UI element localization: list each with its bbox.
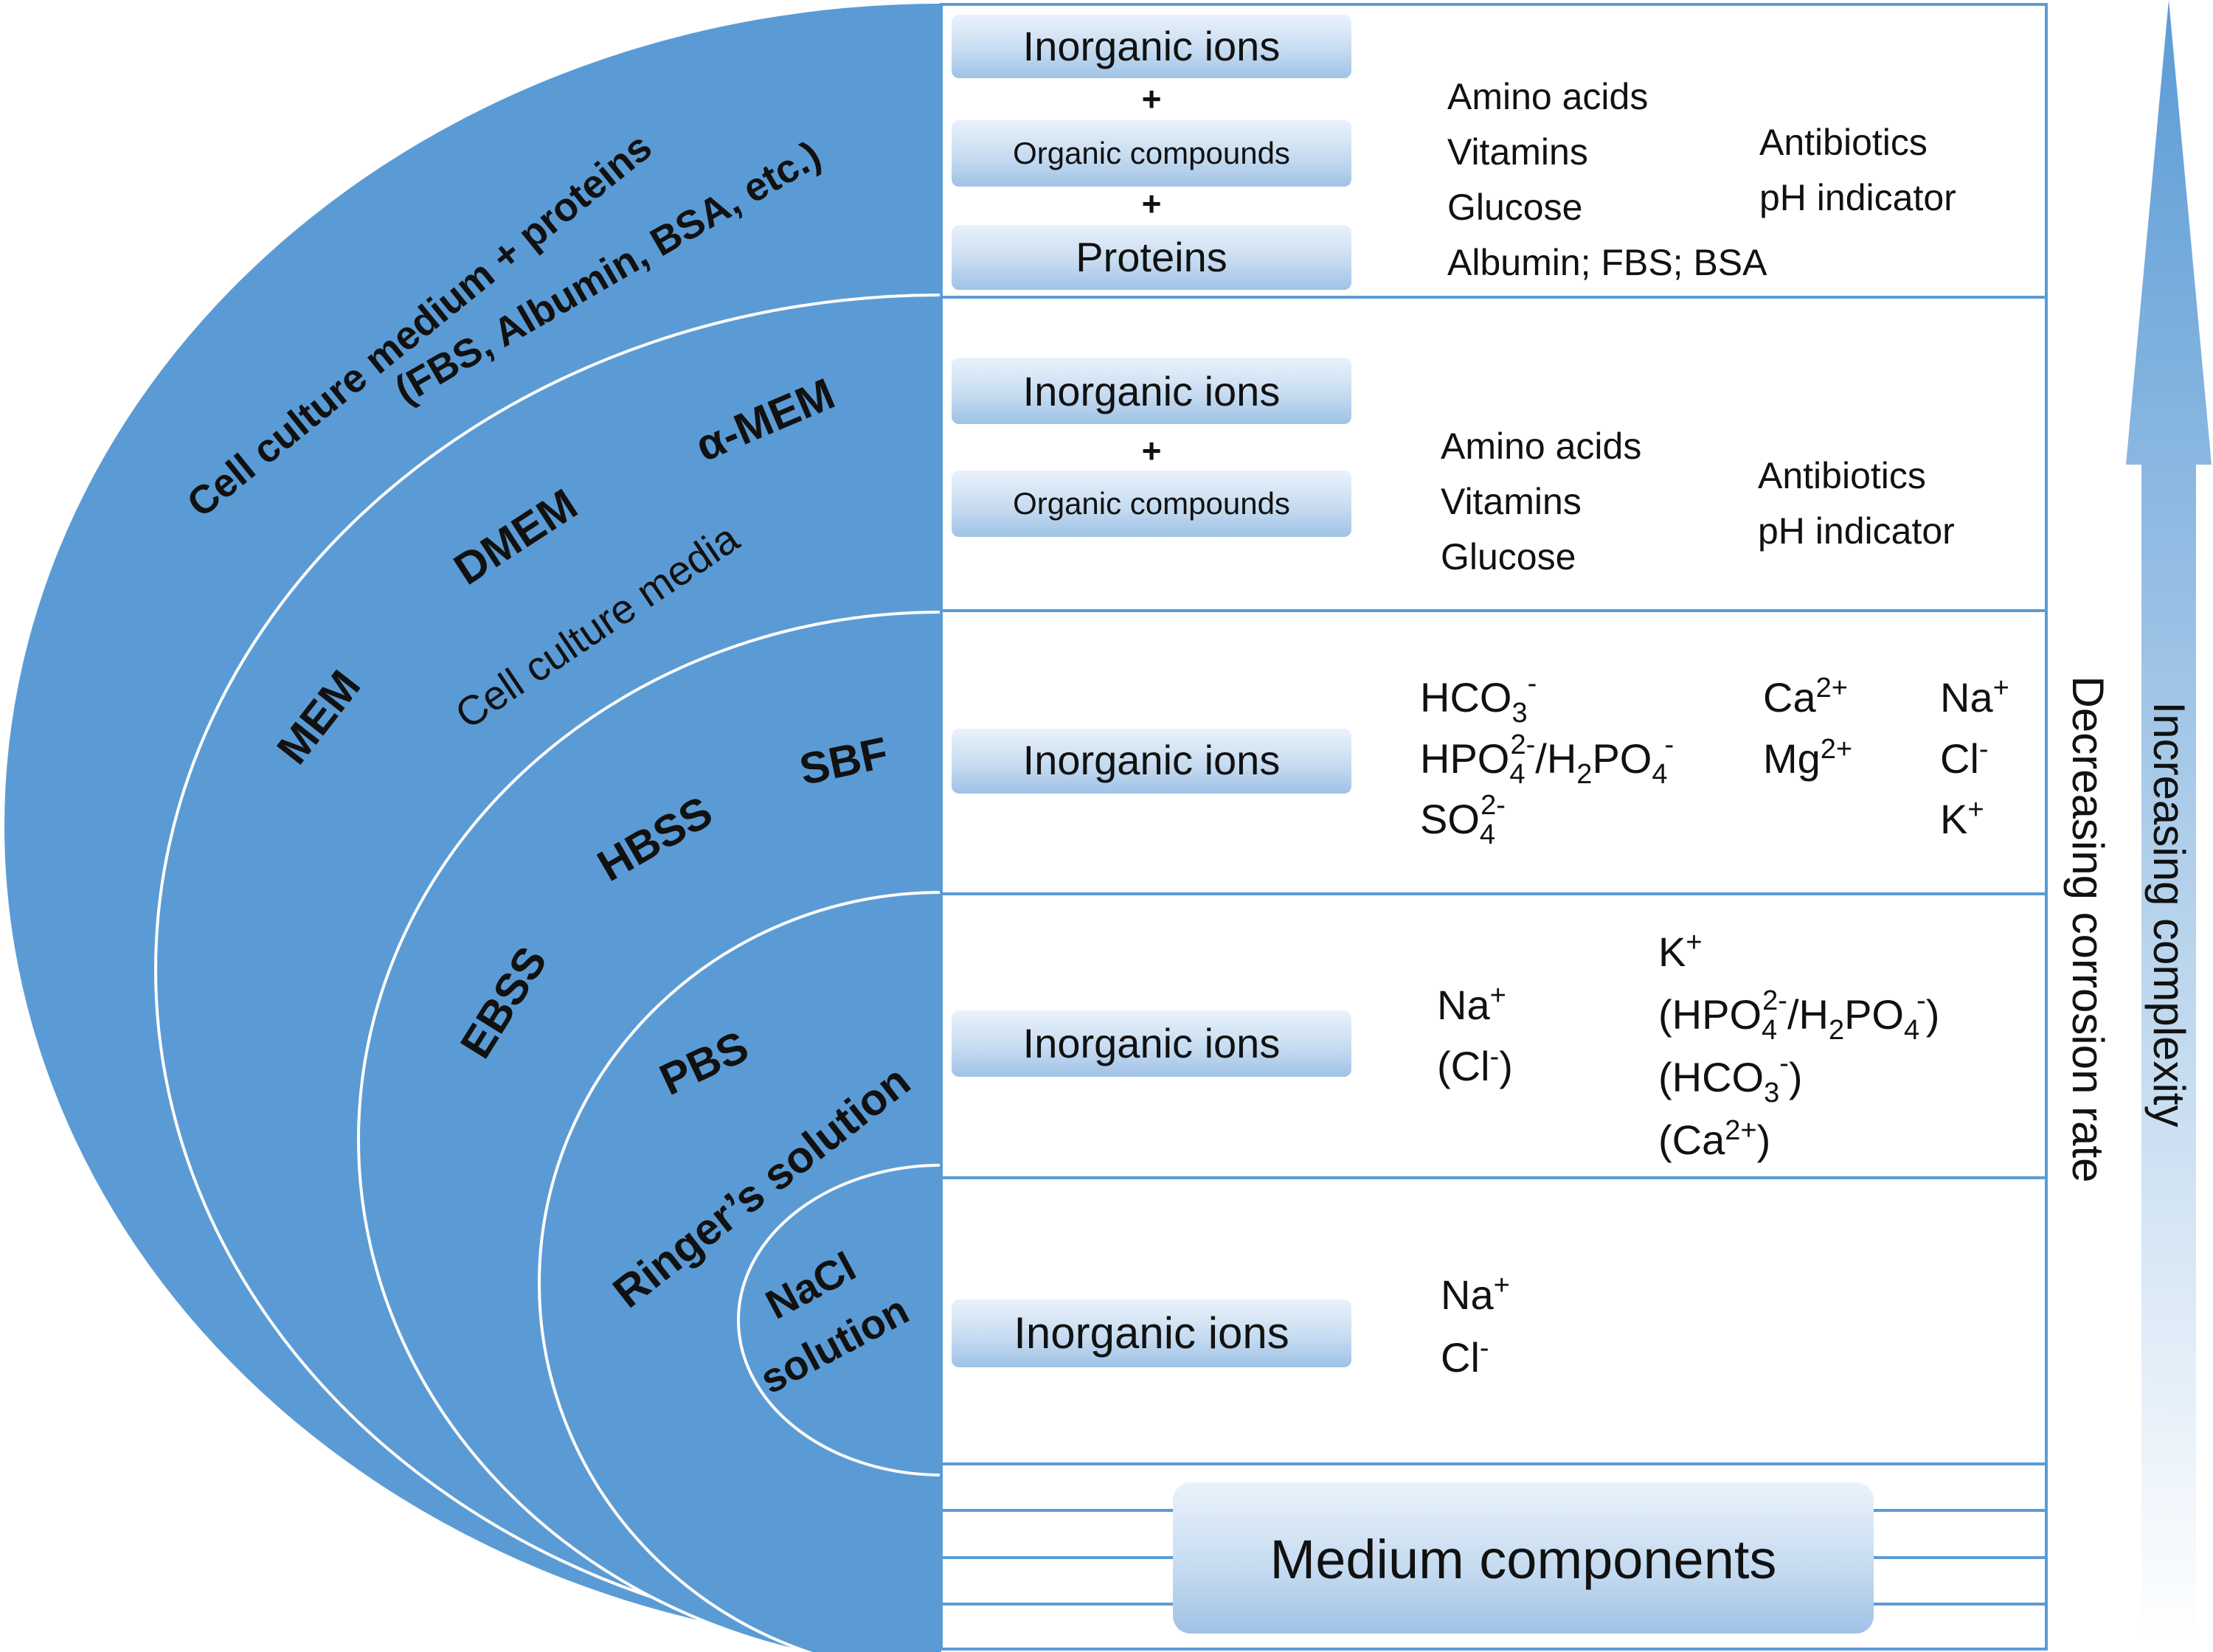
ring-pbs-ringers xyxy=(538,891,941,1652)
ion-list: Na+ Cl- xyxy=(1441,1270,1510,1381)
pill-inorganic-ions-text: Inorganic ions xyxy=(1023,368,1281,414)
ion-calcium: (Ca2+) xyxy=(1658,1115,1770,1163)
organic-list: Amino acids Vitamins Glucose xyxy=(1441,426,1641,577)
additive-list: Antibiotics pH indicator xyxy=(1758,455,1955,552)
organic-list: Amino acids Vitamins Glucose Albumin; FB… xyxy=(1447,76,1767,283)
up-arrow-icon xyxy=(2126,0,2212,1645)
divalent-cation-list: Ca2+ Mg2+ xyxy=(1763,673,1852,782)
pill-proteins xyxy=(952,225,1351,290)
pill-organic-compounds xyxy=(952,120,1351,187)
pill-inorganic-ions xyxy=(952,15,1351,78)
ion-magnesium: Mg2+ xyxy=(1763,734,1852,782)
list-item: pH indicator xyxy=(1759,177,1956,218)
list-item: Amino acids xyxy=(1441,426,1641,467)
list-item: Vitamins xyxy=(1441,481,1582,522)
pill-inorganic-ions-text: Inorganic ions xyxy=(1014,1308,1289,1358)
list-item: Glucose xyxy=(1441,536,1576,577)
ring-diagram xyxy=(4,4,941,1652)
ion-potassium: K+ xyxy=(1940,794,1984,842)
ion-bicarbonate: (HCO3-) xyxy=(1658,1048,1803,1108)
list-item: Amino acids xyxy=(1447,76,1648,117)
ion-sodium: Na+ xyxy=(1441,1270,1510,1318)
list-item: Antibiotics xyxy=(1759,122,1928,163)
row-nacl: Inorganic ions Na+ Cl- xyxy=(952,1270,1510,1381)
optional-ion-list: K+ (HPO42-/H2PO4-) (HCO3-) (Ca2+) xyxy=(1658,927,1939,1163)
pill-inorganic-ions-text: Inorganic ions xyxy=(1023,737,1281,783)
row-pbs-ringers: Inorganic ions Na+ (Cl-) K+ (HPO42-/H2PO… xyxy=(952,927,1939,1163)
list-item: Albumin; FBS; BSA xyxy=(1447,242,1767,283)
additive-list: Antibiotics pH indicator xyxy=(1759,122,1956,218)
list-item: Vitamins xyxy=(1447,131,1588,173)
plus-sign: + xyxy=(1142,184,1162,223)
ion-calcium: Ca2+ xyxy=(1763,673,1848,721)
pill-inorganic-ions-text: Inorganic ions xyxy=(1023,1020,1281,1066)
anion-list: HCO3- HPO42-/H2PO4- SO42- xyxy=(1420,668,1674,850)
plus-sign: + xyxy=(1142,80,1162,118)
ring-nacl xyxy=(737,1164,941,1476)
label-decreasing-corrosion-rate: Decreasing corrosion rate xyxy=(2063,676,2113,1183)
ion-sodium: Na+ xyxy=(1437,980,1506,1028)
medium-components-label: Medium components xyxy=(1270,1529,1777,1590)
ion-potassium: K+ xyxy=(1658,927,1703,975)
ion-sulfate: SO42- xyxy=(1420,790,1506,850)
row-cell-culture-proteins: Inorganic ions + Organic compounds + Pro… xyxy=(952,15,1956,290)
pill-organic-compounds-text: Organic compounds xyxy=(1013,136,1290,170)
list-item: Glucose xyxy=(1447,187,1582,228)
pill-inorganic-ions xyxy=(952,1010,1351,1077)
plus-sign: + xyxy=(1142,431,1162,470)
pill-organic-compounds xyxy=(952,471,1351,537)
pill-inorganic-ions xyxy=(952,358,1351,424)
list-item: pH indicator xyxy=(1758,510,1955,552)
ion-chloride: Cl- xyxy=(1940,734,1989,782)
row-balanced-salts: Inorganic ions HCO3- HPO42-/H2PO4- SO42-… xyxy=(952,668,2009,850)
ion-chloride: (Cl-) xyxy=(1437,1041,1513,1089)
ion-phosphate: HPO42-/H2PO4- xyxy=(1420,729,1674,790)
ion-phosphate: (HPO42-/H2PO4-) xyxy=(1658,985,1939,1046)
pill-proteins-text: Proteins xyxy=(1076,234,1227,280)
primary-ion-list: Na+ (Cl-) xyxy=(1437,980,1513,1089)
pill-inorganic-ions xyxy=(952,729,1351,794)
pill-organic-compounds-text: Organic compounds xyxy=(1013,486,1290,521)
label-increasing-complexity: Increasing complexity xyxy=(2144,702,2194,1128)
row-cell-culture-media: Inorganic ions + Organic compounds Amino… xyxy=(952,358,1955,577)
ion-chloride: Cl- xyxy=(1441,1333,1489,1381)
ion-bicarbonate: HCO3- xyxy=(1420,668,1537,729)
ion-sodium: Na+ xyxy=(1940,673,2009,721)
monovalent-ion-list: Na+ Cl- K+ xyxy=(1940,673,2009,842)
medium-components-box xyxy=(1173,1482,1874,1634)
complexity-arrow xyxy=(2126,0,2212,1645)
pill-inorganic-ions xyxy=(952,1299,1351,1367)
footer: Medium components xyxy=(1173,1482,1874,1634)
list-item: Antibiotics xyxy=(1758,455,1926,496)
pill-inorganic-ions-text: Inorganic ions xyxy=(1023,23,1281,69)
